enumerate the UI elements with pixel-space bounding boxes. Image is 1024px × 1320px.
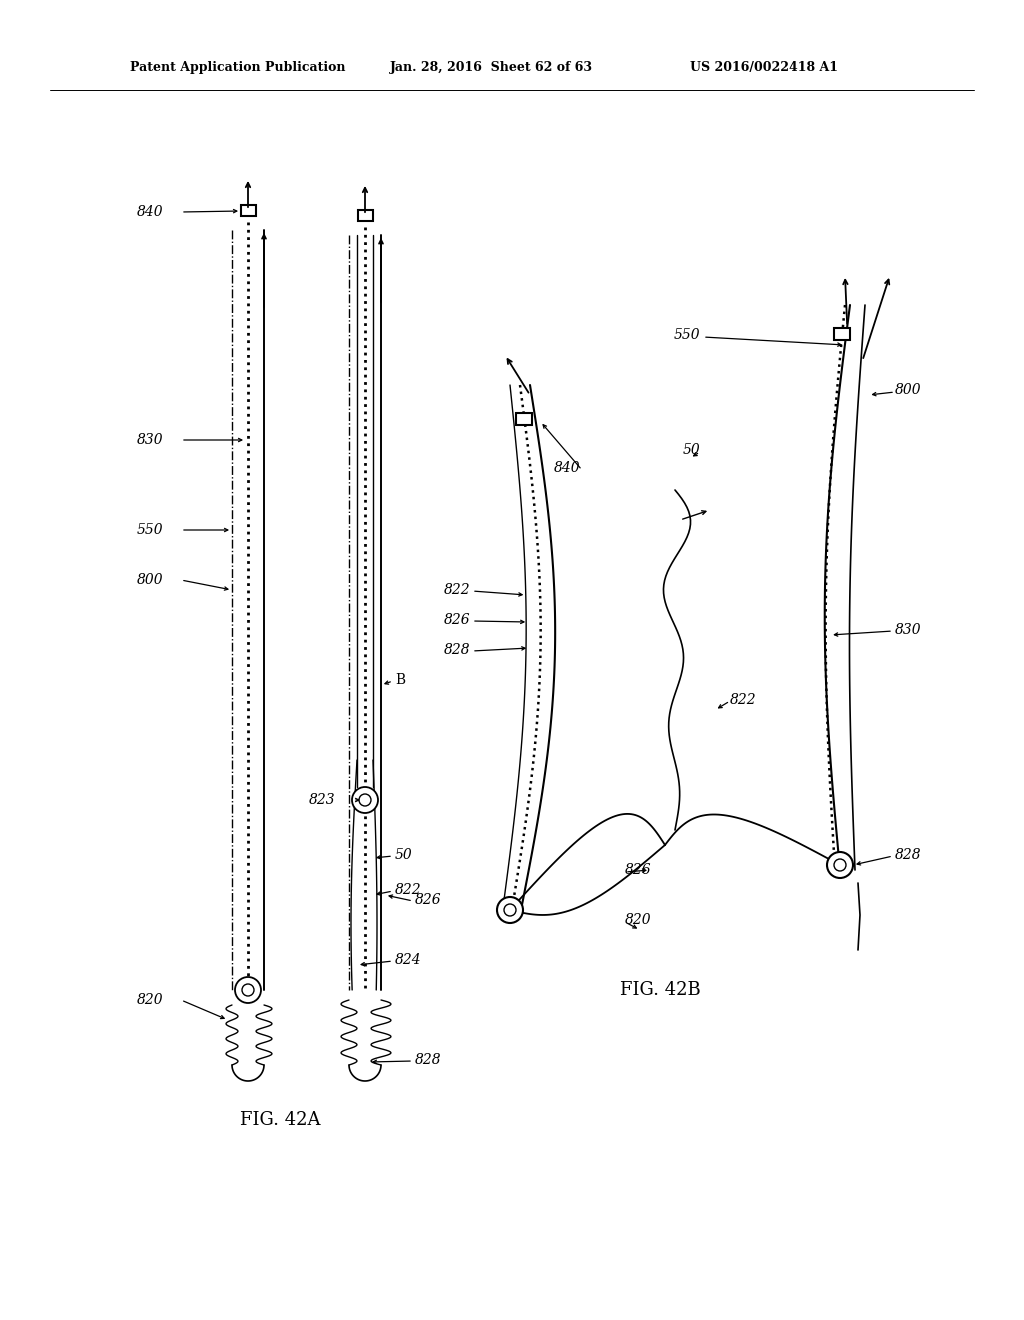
- Circle shape: [234, 977, 261, 1003]
- Text: 822: 822: [730, 693, 757, 708]
- Text: 823: 823: [308, 793, 335, 807]
- Text: 826: 826: [415, 894, 441, 907]
- Text: 840: 840: [136, 205, 163, 219]
- Text: 800: 800: [136, 573, 163, 587]
- Text: 828: 828: [443, 643, 470, 657]
- Text: 550: 550: [674, 327, 700, 342]
- Text: 820: 820: [136, 993, 163, 1007]
- Text: FIG. 42A: FIG. 42A: [240, 1111, 321, 1129]
- Text: 830: 830: [895, 623, 922, 638]
- Text: US 2016/0022418 A1: US 2016/0022418 A1: [690, 62, 838, 74]
- Text: B: B: [395, 673, 406, 686]
- Text: 822: 822: [395, 883, 422, 898]
- Text: 824: 824: [395, 953, 422, 968]
- Bar: [358, 210, 373, 222]
- Text: 840: 840: [553, 461, 580, 475]
- Text: 50: 50: [395, 847, 413, 862]
- Text: FIG. 42B: FIG. 42B: [620, 981, 700, 999]
- Bar: [241, 205, 256, 216]
- Bar: [835, 327, 850, 339]
- Text: 822: 822: [443, 583, 470, 597]
- Circle shape: [352, 787, 378, 813]
- Circle shape: [827, 851, 853, 878]
- Text: 550: 550: [136, 523, 163, 537]
- Text: 826: 826: [443, 612, 470, 627]
- Text: Jan. 28, 2016  Sheet 62 of 63: Jan. 28, 2016 Sheet 62 of 63: [390, 62, 593, 74]
- Text: 830: 830: [136, 433, 163, 447]
- Text: 50: 50: [682, 444, 700, 457]
- Bar: [516, 413, 532, 425]
- Text: 828: 828: [415, 1053, 441, 1067]
- Text: 820: 820: [625, 913, 651, 927]
- Text: Patent Application Publication: Patent Application Publication: [130, 62, 345, 74]
- Text: 826: 826: [625, 863, 651, 876]
- Text: 800: 800: [895, 383, 922, 397]
- Circle shape: [497, 898, 523, 923]
- Text: 828: 828: [895, 847, 922, 862]
